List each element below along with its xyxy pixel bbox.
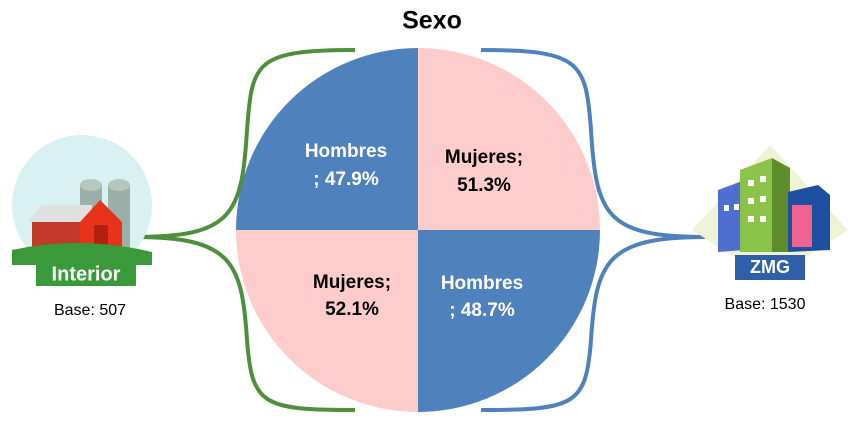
region-label: Interior <box>52 263 121 285</box>
quadrant <box>236 48 418 230</box>
infographic: Sexo Hombres ; 47.9% Mujeres; 52.1% Muje… <box>0 0 858 422</box>
base-label: Base: 507 <box>54 302 126 319</box>
segment-label: ; 47.9% <box>313 169 379 190</box>
title: Sexo <box>402 7 462 35</box>
segment-label: 51.3% <box>457 175 511 196</box>
quadrant <box>418 48 600 230</box>
segment-label: ; 48.7% <box>449 300 515 321</box>
segment-label: 52.1% <box>325 299 379 320</box>
segment-label: Mujeres; <box>313 272 391 293</box>
base-label: Base: 1530 <box>725 296 806 313</box>
pie <box>236 48 600 412</box>
segment-label: Hombres <box>305 141 387 162</box>
quadrant <box>236 230 418 412</box>
segment-label: Mujeres; <box>445 147 523 168</box>
region-label: ZMG <box>750 257 790 277</box>
segment-label: Hombres <box>441 273 523 294</box>
